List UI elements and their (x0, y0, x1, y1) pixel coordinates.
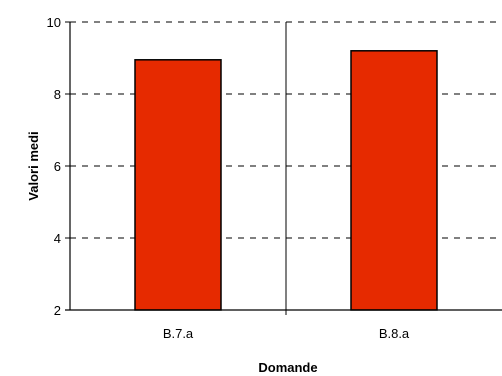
y-tick-label-6: 6 (54, 159, 61, 174)
y-tick-label-4: 4 (54, 231, 61, 246)
y-axis-title: Valori medi (26, 131, 41, 200)
x-tick-label-B.8.a: B.8.a (379, 326, 410, 341)
x-tick-label-B.7.a: B.7.a (163, 326, 194, 341)
x-axis-title: Domande (258, 360, 317, 375)
y-tick-labels: 2 4 6 8 10 (47, 15, 61, 318)
bar-B.8.a (350, 50, 438, 311)
bar-B.7.a (134, 59, 222, 311)
y-tick-label-8: 8 (54, 87, 61, 102)
x-tick-labels: B.7.a B.8.a (163, 326, 410, 341)
y-tick-label-10: 10 (47, 15, 61, 30)
y-tick-label-2: 2 (54, 303, 61, 318)
axes (65, 21, 502, 315)
